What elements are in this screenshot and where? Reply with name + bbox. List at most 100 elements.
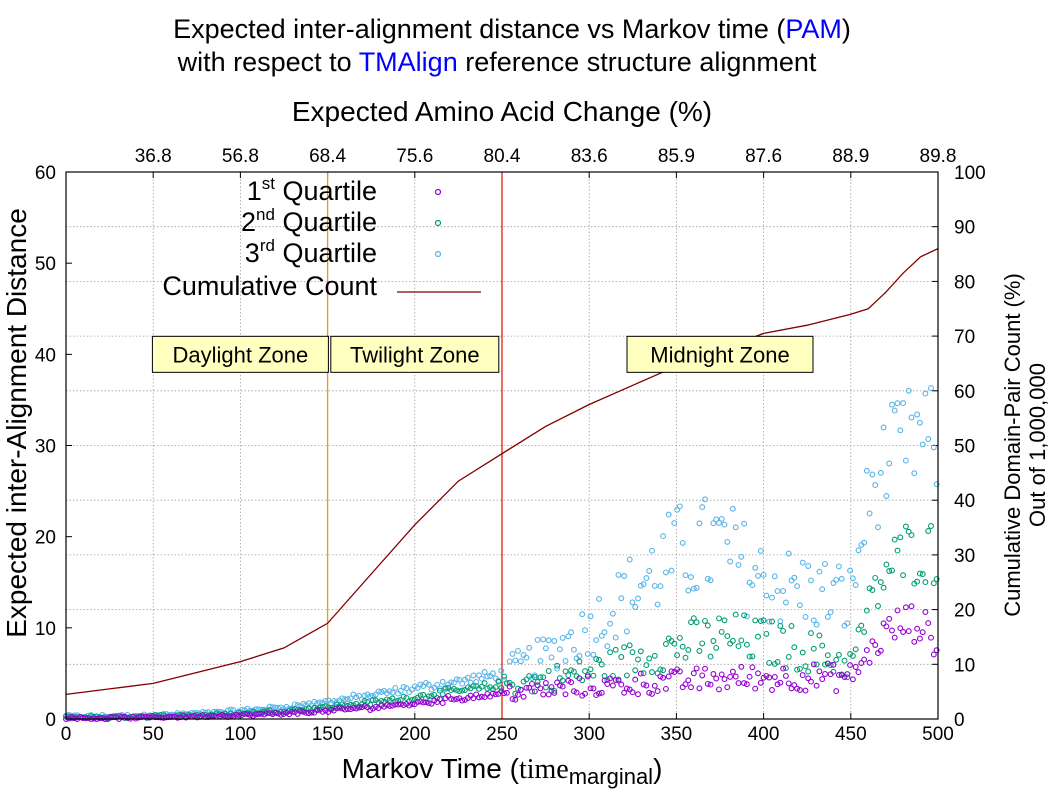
q2-point [515, 685, 521, 692]
q2-point [369, 697, 376, 703]
legend-q2-sup: nd [256, 205, 275, 224]
x-label-time: time [519, 754, 569, 785]
q1-point [858, 660, 865, 667]
q3-point [531, 672, 538, 679]
q1-point [640, 681, 647, 688]
q1-point [545, 691, 552, 698]
q2-point [788, 623, 795, 629]
q2-point [537, 674, 544, 681]
q1-point [417, 698, 424, 705]
q2-point [732, 611, 739, 618]
x-tick-label: 300 [573, 724, 605, 745]
q3-point [453, 676, 460, 683]
q3-point [757, 547, 764, 554]
x-tick-label: 100 [225, 724, 257, 745]
q1-point [863, 647, 870, 654]
q3-point [570, 646, 577, 653]
q1-point [685, 677, 692, 684]
q2-point [724, 633, 731, 640]
q3-point [551, 638, 558, 644]
q3-point [609, 610, 616, 617]
q3-point [782, 599, 789, 606]
q3-point [771, 573, 778, 580]
q3-point [534, 636, 541, 643]
q1-point [637, 670, 644, 677]
q2-point [908, 532, 915, 539]
q1-point [908, 603, 915, 610]
q1-point [933, 647, 940, 654]
q1-point [155, 714, 162, 721]
q3-point [880, 424, 887, 431]
q1-point [855, 669, 862, 676]
x2-tick-label: 83.6 [571, 146, 608, 167]
q3-point [559, 634, 566, 641]
twilight-zone-label-box [330, 335, 500, 373]
q2-point [729, 637, 736, 644]
daylight-zone-label-box [151, 335, 329, 373]
legend-q2-word: Quartile [275, 207, 377, 237]
q3-point [922, 390, 929, 397]
q1-point [459, 697, 466, 704]
q3-point [389, 689, 396, 696]
q2-point [498, 685, 505, 691]
q1-point [690, 670, 697, 677]
q3-point [933, 481, 940, 488]
q2-point [741, 612, 748, 619]
q3-point [835, 563, 842, 570]
q3-point [721, 521, 728, 528]
q3-point [439, 678, 446, 685]
y2-tick-label: 100 [954, 163, 986, 184]
q2-point [925, 528, 932, 534]
q1-point [333, 705, 340, 712]
q1-point [542, 680, 549, 686]
q1-point [752, 685, 759, 692]
q1-point [872, 642, 879, 648]
q1-point [409, 701, 415, 708]
q1-point [782, 672, 789, 679]
q2-point [453, 687, 460, 694]
q1-point [727, 673, 734, 680]
q3-point [682, 572, 689, 579]
x2-tick-label: 36.8 [135, 146, 172, 167]
q1-point [688, 684, 694, 691]
q1-point [529, 680, 535, 687]
x2-tick-label: 80.4 [484, 146, 521, 167]
q2-point [841, 657, 848, 664]
q2-point [350, 702, 357, 709]
q3-point [743, 613, 750, 620]
q1-point [880, 620, 887, 627]
q2-point [897, 534, 904, 541]
q1-point [425, 700, 432, 707]
q1-point [693, 665, 700, 672]
title-pam: PAM [785, 14, 842, 44]
q1-point [266, 710, 273, 717]
q3-point [657, 583, 664, 590]
y2-tick-label: 0 [954, 710, 965, 731]
q1-point [241, 710, 248, 717]
q3-point [330, 697, 337, 704]
q1-point [342, 706, 348, 713]
q1-point [573, 689, 580, 696]
q1-point [303, 709, 309, 716]
q1-point [665, 673, 672, 680]
q2-point [824, 652, 831, 659]
q2-point [344, 702, 351, 709]
q3-point [908, 414, 915, 421]
q3-point [626, 556, 633, 563]
q1-point [473, 691, 480, 698]
q3-point [905, 387, 912, 394]
q1-point [911, 638, 918, 645]
q1-point [615, 677, 622, 684]
q2-point [886, 568, 893, 574]
q1-point [707, 681, 714, 688]
q2-point [922, 579, 929, 586]
q2-point [671, 640, 678, 647]
q1-point [236, 712, 242, 719]
q1-point [654, 688, 661, 695]
q3-point [824, 613, 831, 620]
q2-point [529, 688, 535, 695]
q1-point [319, 708, 326, 715]
q1-point [263, 710, 270, 717]
q1-point [551, 689, 558, 696]
q3-point [914, 411, 921, 418]
